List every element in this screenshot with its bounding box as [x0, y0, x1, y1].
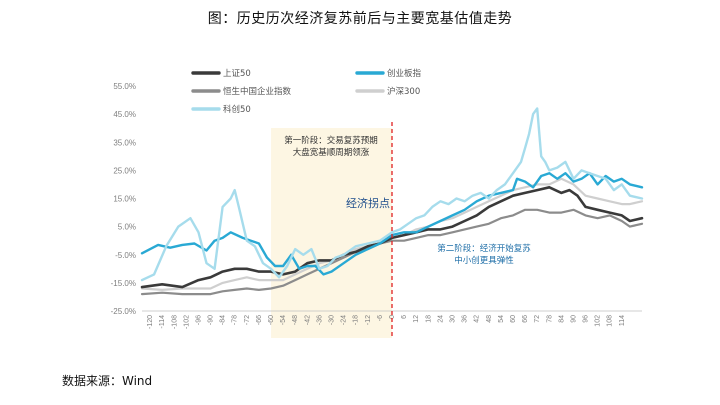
series-line-2 [140, 172, 644, 276]
legend-label: 沪深300 [387, 86, 420, 97]
phase1-label: 第一阶段：交易复苏预期 [284, 135, 378, 146]
x-tick-label: -12 [365, 315, 372, 325]
y-tick-label: 5.0% [118, 223, 136, 232]
x-tick-label: -102 [183, 315, 190, 329]
x-tick-label: 30 [449, 315, 456, 323]
phase2-label: 中小创更具弹性 [454, 255, 514, 266]
x-tick-label: 24 [437, 315, 444, 323]
x-tick-label: 114 [619, 315, 626, 326]
x-tick-label: -54 [280, 315, 287, 325]
y-tick-label: -15.0% [111, 279, 136, 288]
x-tick-label: -114 [159, 315, 166, 329]
phase1-label: 大盘宽基顺周期领涨 [293, 147, 370, 158]
x-tick-label: 36 [462, 315, 469, 323]
x-tick-label: -42 [304, 315, 311, 325]
x-tick-label: -24 [341, 315, 348, 325]
x-tick-label: -120 [147, 315, 154, 329]
chart-title: 图：历史历次经济复苏前后与主要宽基估值走势 [207, 11, 513, 27]
x-tick-label: -60 [268, 315, 275, 325]
x-tick-label: 54 [498, 315, 505, 323]
series-line-5 [140, 107, 644, 282]
x-tick-label: 12 [413, 315, 420, 323]
x-tick-label: -36 [316, 315, 323, 325]
legend-label: 上证50 [223, 69, 251, 79]
y-tick-label: 55.0% [113, 82, 136, 91]
x-tick-label: -6 [377, 315, 384, 321]
series-line-1 [140, 186, 644, 289]
x-tick-label: 6 [401, 315, 408, 319]
legend-label: 创业板指 [387, 68, 422, 79]
turning-point-label: 经济拐点 [346, 196, 390, 210]
phase2-label: 第二阶段：经济开始复苏 [437, 243, 531, 254]
x-tick-label: 18 [425, 315, 432, 323]
x-tick-label: -84 [220, 315, 227, 325]
x-tick-label: 96 [583, 315, 590, 323]
x-tick-label: -72 [244, 315, 251, 325]
y-tick-label: 35.0% [113, 138, 136, 147]
x-tick-label: 48 [486, 315, 493, 323]
x-tick-label: -48 [292, 315, 299, 325]
x-tick-label: 42 [474, 315, 481, 323]
phase1-region [271, 128, 392, 338]
y-tick-label: 25.0% [113, 166, 136, 175]
x-tick-label: 90 [570, 315, 577, 323]
x-tick-label: -30 [329, 315, 336, 325]
x-tick-label: -96 [195, 315, 202, 325]
x-tick-label: -18 [353, 315, 360, 325]
series-line-3 [140, 208, 644, 296]
x-tick-label: -90 [208, 315, 215, 325]
x-tick-label: 66 [522, 315, 529, 323]
x-tick-label: 108 [607, 315, 614, 327]
y-tick-label: 15.0% [113, 195, 136, 204]
source-note: 数据来源：Wind [62, 374, 153, 388]
x-tick-label: 60 [510, 315, 517, 323]
x-tick-label: 78 [546, 315, 553, 323]
x-tick-label: 84 [558, 315, 565, 323]
y-tick-label: -5.0% [115, 251, 136, 260]
legend-label: 恒生中国企业指数 [223, 86, 292, 97]
legend-label: 科创50 [223, 104, 251, 115]
x-tick-label: -108 [171, 315, 178, 329]
y-tick-label: -25.0% [111, 307, 136, 316]
y-tick-label: 45.0% [113, 110, 136, 119]
x-tick-label: 72 [534, 315, 541, 323]
x-tick-label: 0 [389, 315, 396, 319]
x-tick-label: -78 [232, 315, 239, 325]
x-tick-label: 102 [595, 315, 602, 327]
x-tick-label: -66 [256, 315, 263, 325]
